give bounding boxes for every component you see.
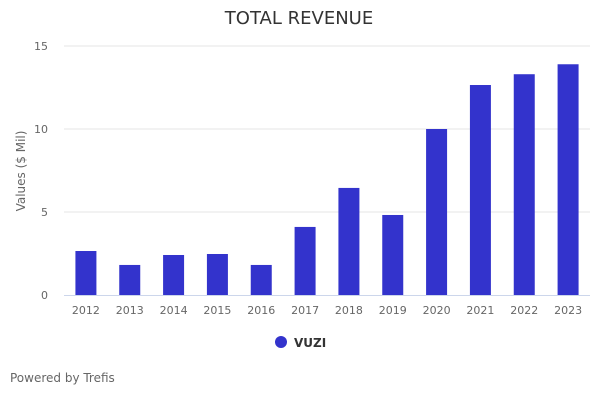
x-axis-ticks: 2012 2013 2014 2015 2016 2017 2018 2019 2020 2021… <box>72 304 582 317</box>
x-tick-label: 2020 <box>423 304 451 317</box>
bar-2013[interactable] <box>119 264 141 295</box>
chart-title: TOTAL REVENUE <box>224 8 373 29</box>
bar-2017[interactable] <box>294 226 316 295</box>
y-tick-label: 5 <box>41 206 48 219</box>
gridlines <box>64 45 590 213</box>
bar-2023[interactable] <box>557 64 579 295</box>
x-tick-label: 2021 <box>466 304 494 317</box>
y-tick-label: 15 <box>34 40 48 53</box>
bars <box>75 64 579 295</box>
bar-2022[interactable] <box>513 74 535 295</box>
legend-marker-icon <box>275 336 287 348</box>
legend-item-vuzi[interactable]: VUZI <box>275 336 326 350</box>
x-tick-label: 2016 <box>247 304 275 317</box>
credit-text[interactable]: Powered by Trefis <box>10 371 115 385</box>
bar-2019[interactable] <box>382 214 404 295</box>
x-tick-label: 2022 <box>510 304 538 317</box>
bar-2014[interactable] <box>163 254 185 295</box>
x-tick-label: 2013 <box>116 304 144 317</box>
legend-label: VUZI <box>294 336 326 350</box>
x-tick-label: 2023 <box>554 304 582 317</box>
x-tick-label: 2019 <box>379 304 407 317</box>
bar-2021[interactable] <box>469 85 491 295</box>
y-tick-label: 10 <box>34 123 48 136</box>
bar-2020[interactable] <box>426 129 448 295</box>
bar-2016[interactable] <box>250 264 272 295</box>
bar-2015[interactable] <box>206 253 228 295</box>
x-tick-label: 2012 <box>72 304 100 317</box>
bar-2012[interactable] <box>75 251 97 295</box>
x-tick-label: 2015 <box>203 304 231 317</box>
x-tick-label: 2017 <box>291 304 319 317</box>
x-tick-label: 2014 <box>160 304 188 317</box>
y-tick-label: 0 <box>41 289 48 302</box>
y-axis-title: Values ($ Mil) <box>14 131 28 212</box>
bar-2018[interactable] <box>338 187 360 295</box>
x-tick-label: 2018 <box>335 304 363 317</box>
y-axis-ticks: 0 5 10 15 <box>34 40 48 302</box>
